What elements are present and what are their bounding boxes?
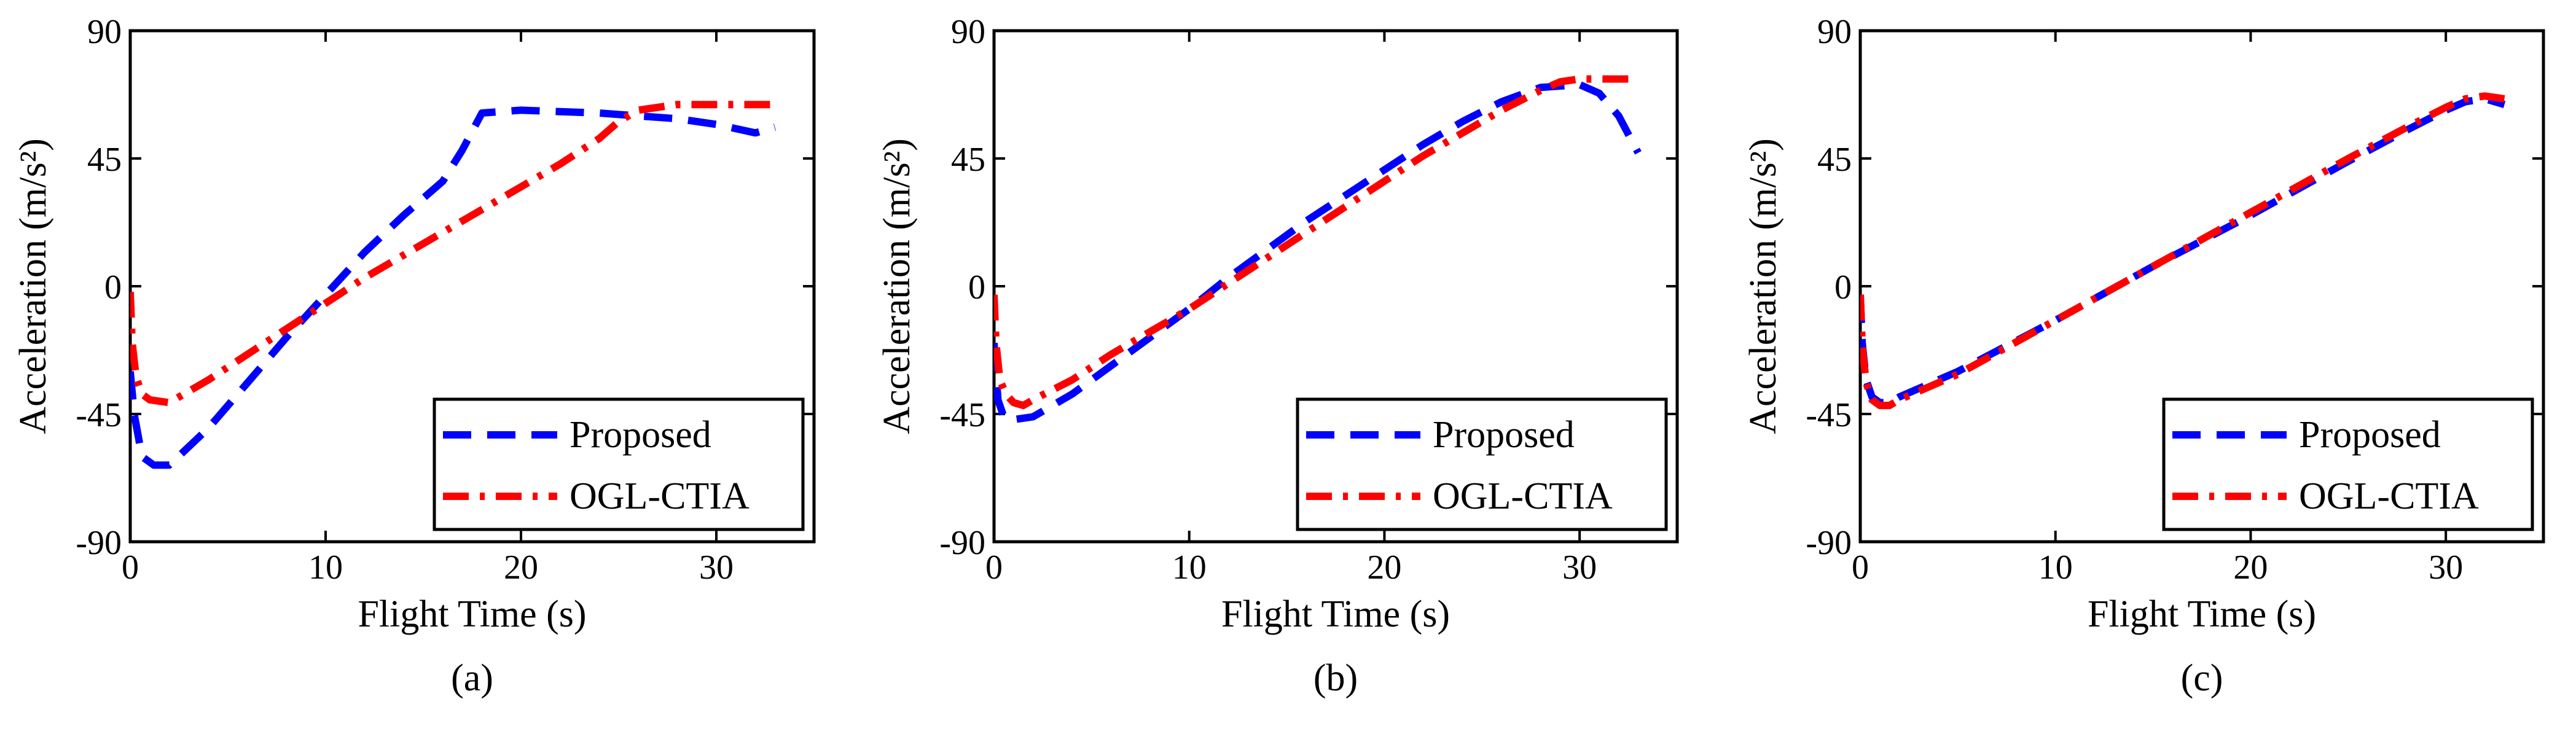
legend-label-proposed: Proposed [570,414,711,456]
x-tick-label: 30 [2429,549,2463,587]
panel-caption: (c) [2181,657,2223,699]
y-tick-label: 0 [968,268,985,306]
x-axis-label: Flight Time (s) [1221,593,1450,635]
y-tick-label: 90 [951,13,985,51]
y-tick-label: -90 [1806,524,1852,562]
x-tick-label: 0 [1852,549,1869,587]
legend-label-ogl-ctia: OGL-CTIA [570,475,750,517]
series-line-ogl-ctia [1860,92,2505,410]
x-tick-label: 20 [504,549,538,587]
y-tick-label: 0 [1834,268,1852,306]
chart-panel-1: -90 -45 0 45 90 0 10 20 30 Flight Time (s) Acceler… [12,13,816,699]
y-tick-label: 45 [87,141,122,179]
x-axis-label: Flight Time (s) [358,593,586,635]
y-tick-label: 90 [87,13,122,51]
y-tick-label: -45 [76,396,122,434]
x-tick-label: 0 [985,549,1003,587]
series-line-proposed [130,106,777,469]
y-tick-label: -90 [939,524,985,562]
x-tick-label: 30 [699,549,734,587]
chart-panel-3: -90 -45 0 45 90 0 10 20 30 Flight Time (s) Acceler… [1742,13,2545,699]
y-axis-label: Acceleration (m/s²) [876,138,918,434]
panel-caption: (b) [1313,657,1358,699]
series-line-ogl-ctia [130,101,775,407]
x-tick-label: 20 [2233,549,2268,587]
legend-label-proposed: Proposed [2299,414,2441,456]
series-line-proposed [1860,95,2506,407]
y-tick-label: 45 [951,141,985,179]
y-tick-label: -90 [76,524,122,562]
legend-box [1296,397,1668,531]
x-tick-label: 20 [1367,549,1401,587]
y-axis-label: Acceleration (m/s²) [12,138,54,434]
chart-panel-2: -90 -45 0 45 90 0 10 20 30 Flight Time (s) Acceler… [876,13,1679,699]
legend-label-ogl-ctia: OGL-CTIA [2299,475,2479,517]
x-tick-label: 10 [308,549,343,587]
x-tick-label: 10 [1172,549,1207,587]
y-axis-label: Acceleration (m/s²) [1742,138,1784,434]
panel-caption: (a) [451,657,493,699]
x-axis-label: Flight Time (s) [2088,593,2316,635]
y-tick-label: 45 [1817,141,1852,179]
legend-box [2162,397,2534,531]
y-tick-label: -45 [939,396,985,434]
y-tick-label: 90 [1817,13,1852,51]
legend-label-proposed: Proposed [1433,414,1575,456]
x-tick-label: 0 [122,549,139,587]
legend-box [433,397,805,531]
y-tick-label: -45 [1806,396,1852,434]
x-tick-label: 30 [1562,549,1597,587]
y-tick-label: 0 [104,268,122,306]
legend-label-ogl-ctia: OGL-CTIA [1433,475,1613,517]
x-tick-label: 10 [2038,549,2073,587]
series-line-ogl-ctia [994,75,1638,410]
